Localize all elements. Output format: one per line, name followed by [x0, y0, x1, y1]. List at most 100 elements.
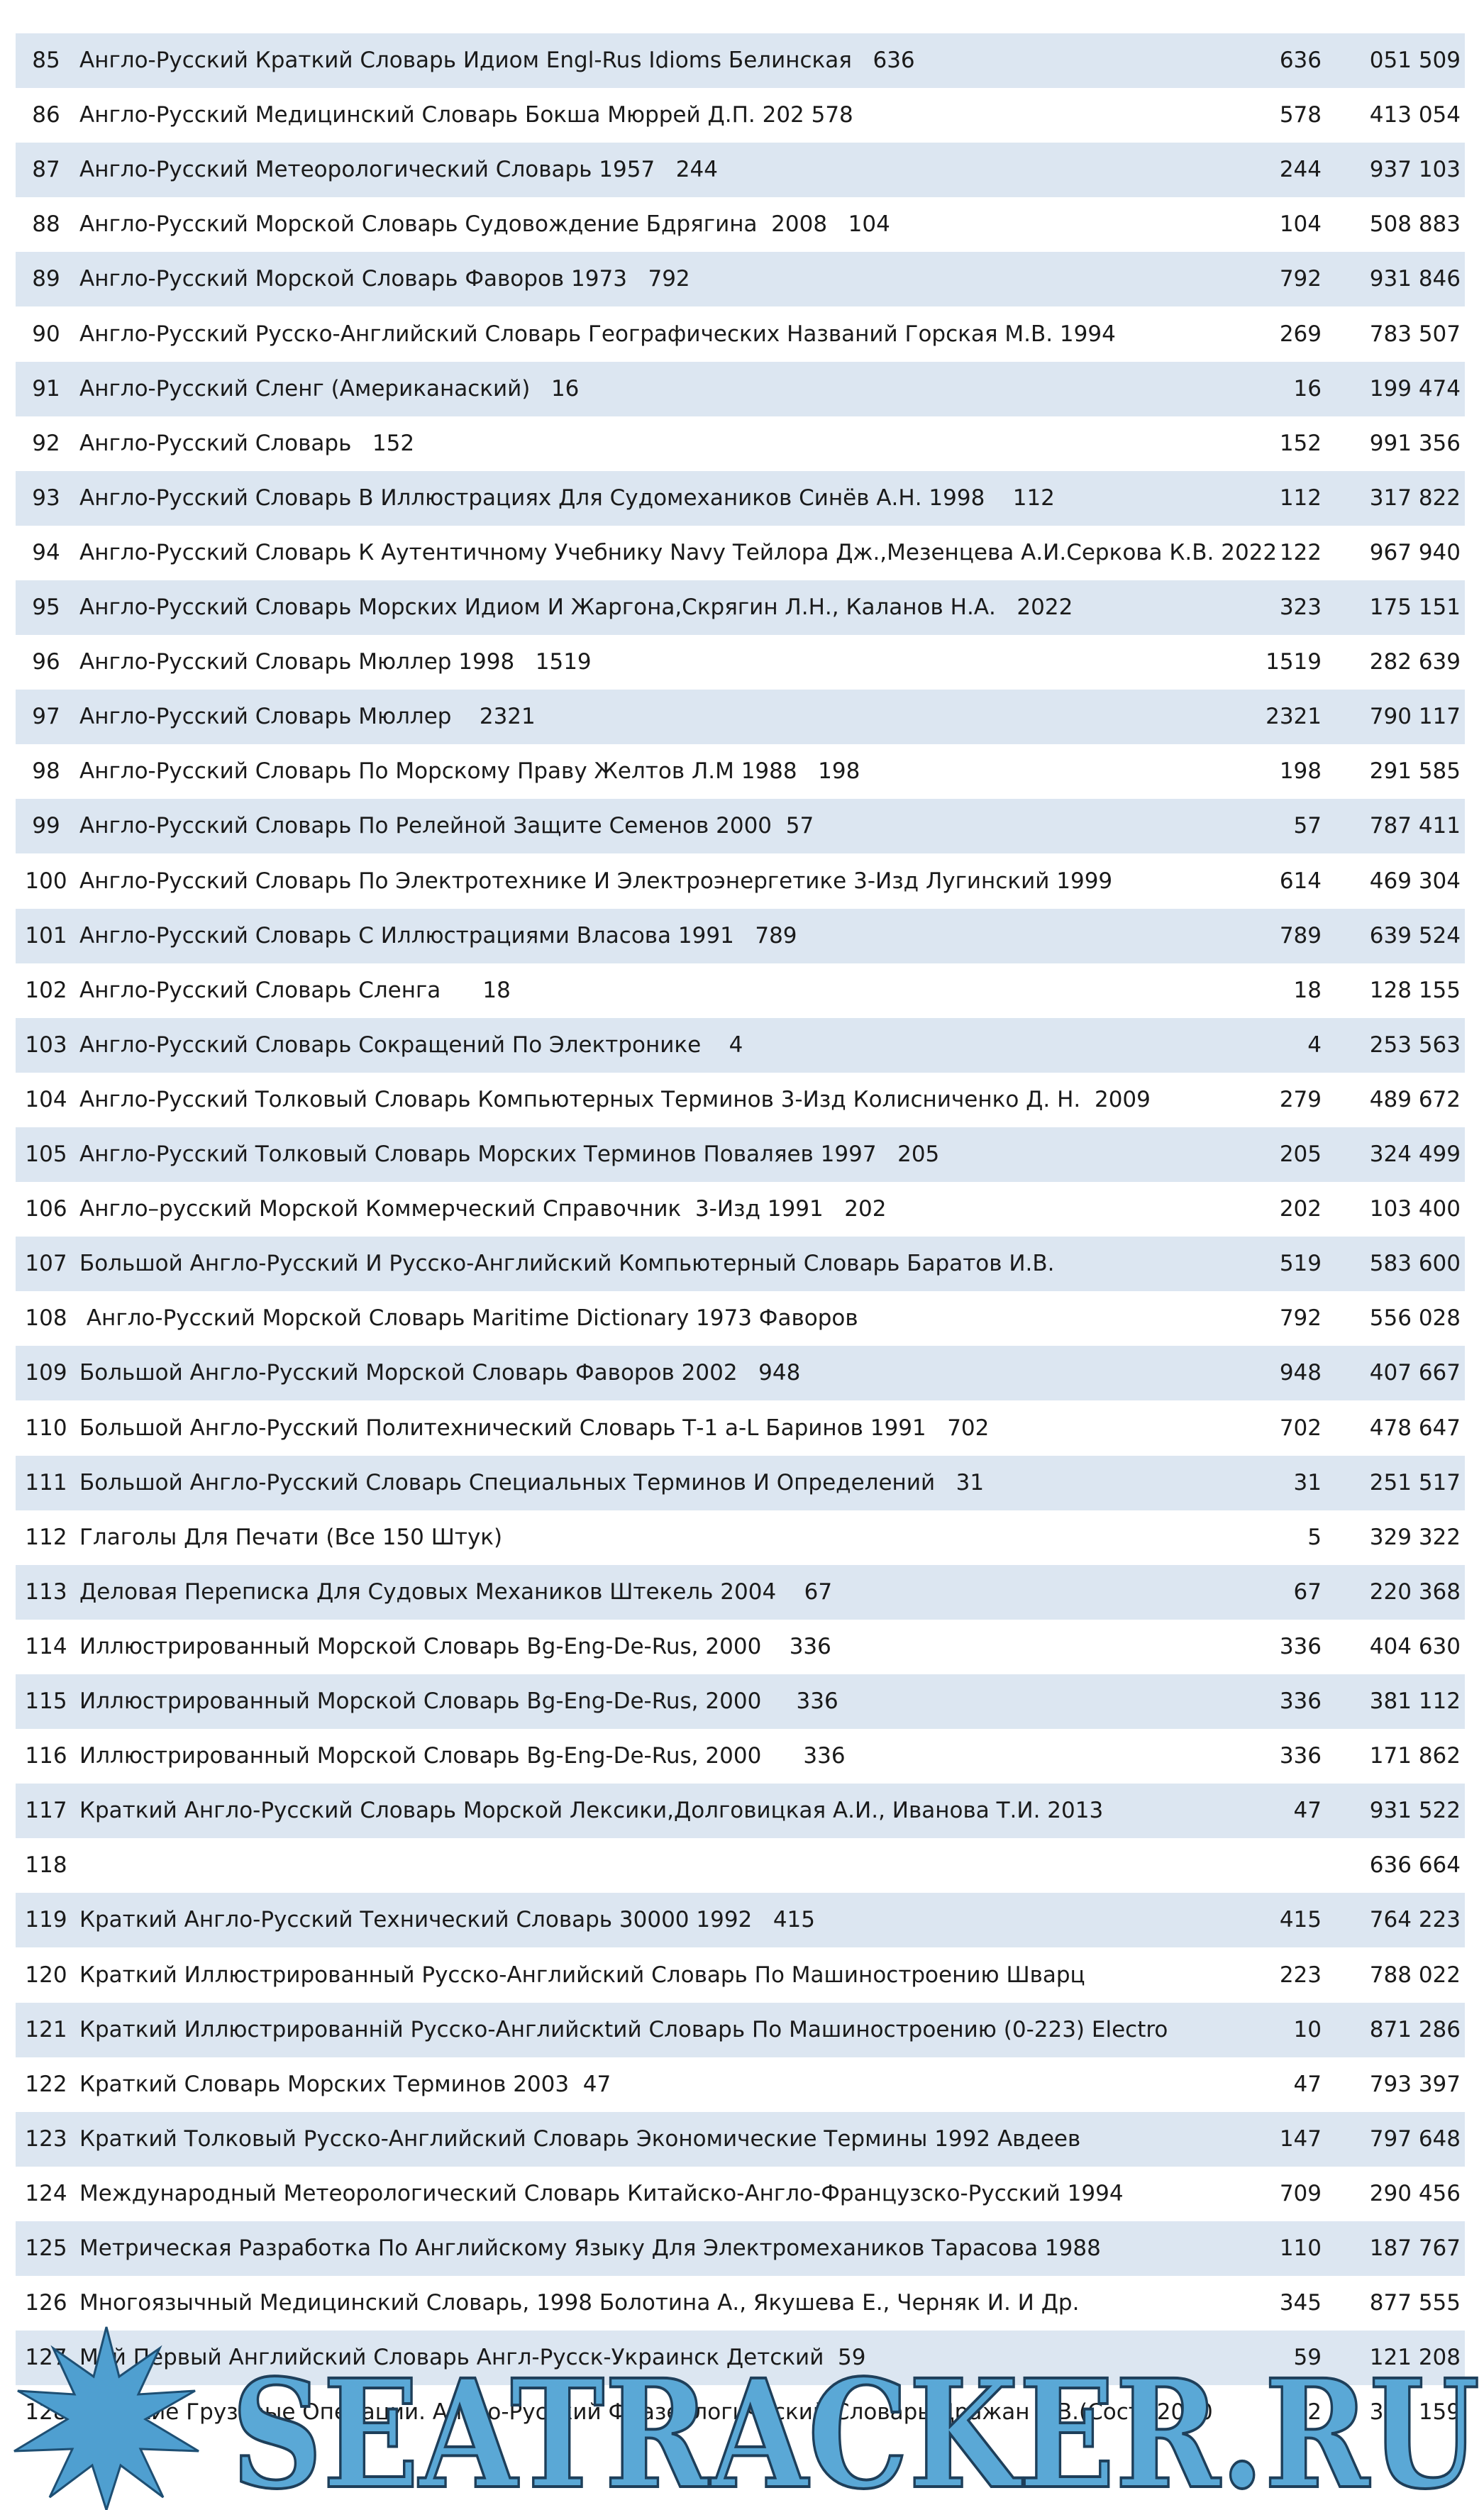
page-count: 4: [1307, 1032, 1322, 1058]
page-count: 31: [1293, 1469, 1322, 1496]
table-row: 116 Иллюстрированный Морской Словарь Bg-E…: [16, 1729, 1465, 1784]
row-number: 101: [25, 922, 67, 949]
watermark-text: SEATRACKER.RU: [231, 2347, 1480, 2510]
row-number: 126: [25, 2290, 67, 2316]
page-count: 223: [1279, 1962, 1322, 1988]
amount: 783 507: [1369, 321, 1461, 347]
page-count: 792: [1279, 266, 1322, 292]
page-count: 345: [1279, 2290, 1322, 2316]
row-number: 98: [32, 758, 60, 785]
book-title: Англо–русский Морской Коммерческий Справ…: [79, 1196, 887, 1222]
book-title: Англо-Русский Сленг (Американаский) 16: [79, 375, 580, 402]
book-title: Англо-Русский Краткий Словарь Идиом Engl…: [79, 48, 915, 73]
row-number: 107: [25, 1251, 67, 1277]
row-number: 109: [25, 1360, 67, 1386]
amount: 381 112: [1369, 1688, 1461, 1714]
book-title: Краткий Словарь Морских Терминов 2003 47: [79, 2071, 611, 2097]
book-title: Деловая Переписка Для Судовых Механиков …: [79, 1579, 833, 1605]
row-number: 87: [32, 157, 60, 183]
amount: 103 400: [1369, 1196, 1461, 1222]
page-count: 16: [1293, 375, 1322, 402]
page-count: 5: [1307, 1524, 1322, 1550]
amount: 469 304: [1369, 868, 1461, 894]
table-row: 122 Краткий Словарь Морских Терминов 2003…: [16, 2057, 1465, 2112]
row-number: 115: [25, 1688, 67, 1714]
book-title: Англо-Русский Морской Словарь Фаворов 19…: [79, 266, 690, 292]
table-row: 100 Англо-Русский Словарь По Электротехни…: [16, 854, 1465, 909]
row-number: 106: [25, 1196, 67, 1222]
amount: 871 286: [1369, 2016, 1461, 2042]
table-row: 90 Англо-Русский Русско-Английский Словар…: [16, 307, 1465, 362]
book-title: Краткий Иллюстрированный Русско-Английск…: [79, 1962, 1085, 1988]
book-title: Англо-Русский Толковый Словарь Морских Т…: [79, 1141, 940, 1167]
table-row: 113 Деловая Переписка Для Судовых Механик…: [16, 1564, 1465, 1620]
amount: 478 647: [1369, 1415, 1461, 1441]
page-count: 57: [1293, 813, 1322, 839]
page-count: 614: [1279, 868, 1322, 894]
book-title: Англо-Русский Морской Словарь Maritime D…: [79, 1305, 858, 1332]
row-number: 118: [25, 1852, 67, 1879]
row-number: 119: [25, 1907, 67, 1933]
row-number: 108: [25, 1305, 67, 1332]
page-count: 709: [1279, 2180, 1322, 2206]
row-number: 104: [25, 1086, 67, 1112]
amount: 790 117: [1369, 704, 1461, 730]
book-title: Англо-Русский Словарь Мюллер 1998 1519: [79, 649, 592, 675]
table-row: 119 Краткий Англо-Русский Технический Сло…: [16, 1893, 1465, 1948]
table-row: 102 Англо-Русский Словарь Сленга 18 18 128 …: [16, 963, 1465, 1018]
amount: 937 103: [1369, 157, 1461, 183]
table-row: 85 Англо-Русский Краткий Словарь Идиом En…: [16, 33, 1465, 88]
amount: 317 822: [1369, 485, 1461, 511]
book-title: Большой Англо-Русский Морской Словарь Фа…: [79, 1360, 801, 1386]
page-count: 202: [1279, 1196, 1322, 1222]
row-number: 112: [25, 1524, 67, 1550]
page-count: 47: [1293, 2071, 1322, 2097]
book-title: Большой Англо-Русский Политехнический Сл…: [79, 1415, 990, 1441]
book-title: Англо-Русский Медицинский Словарь Бокша …: [79, 102, 853, 128]
table-row: 121 Краткий Иллюстрированнiй Русско-Англи…: [16, 2002, 1465, 2057]
book-title: Краткий Иллюстрированнiй Русско-Английск…: [79, 2016, 1168, 2042]
table-row: 114 Иллюстрированный Морской Словарь Bg-E…: [16, 1620, 1465, 1674]
amount: 764 223: [1369, 1907, 1461, 1933]
amount: 329 322: [1369, 1524, 1461, 1550]
table-row: 98 Англо-Русский Словарь По Морскому Прав…: [16, 744, 1465, 799]
amount: 787 411: [1369, 813, 1461, 839]
table-row: 111 Большой Англо-Русский Словарь Специал…: [16, 1455, 1465, 1510]
row-number: 114: [25, 1633, 67, 1659]
table-row: 118 636 664: [16, 1838, 1465, 1893]
row-number: 105: [25, 1141, 67, 1167]
amount: 793 397: [1369, 2071, 1461, 2097]
row-number: 124: [25, 2180, 67, 2206]
page-count: 47: [1293, 1798, 1322, 1824]
amount: 171 862: [1369, 1743, 1461, 1769]
amount: 404 630: [1369, 1633, 1461, 1659]
amount: 788 022: [1369, 1962, 1461, 1988]
row-number: 102: [25, 977, 67, 1003]
row-number: 88: [32, 211, 60, 238]
book-title: Краткий Англо-Русский Словарь Морской Ле…: [79, 1798, 1104, 1824]
book-title: Англо-Русский Словарь С Иллюстрациями Вл…: [79, 922, 797, 949]
book-title: Иллюстрированный Морской Словарь Bg-Eng-…: [79, 1743, 846, 1769]
page-count: 22: [1293, 2399, 1322, 2426]
table-row: 110 Большой Англо-Русский Политехнический…: [16, 1401, 1465, 1456]
amount: 187 767: [1369, 2235, 1461, 2261]
page-count: 122: [1279, 539, 1322, 565]
row-number: 92: [32, 430, 60, 456]
row-number: 93: [32, 485, 60, 511]
book-title: Англо-Русский Словарь По Морскому Праву …: [79, 758, 860, 785]
row-number: 113: [25, 1579, 67, 1605]
table-row: 95 Англо-Русский Словарь Морских Идиом И …: [16, 580, 1465, 635]
page-count: 59: [1293, 2345, 1322, 2371]
amount: 877 555: [1369, 2290, 1461, 2316]
watermark-logo: [13, 2326, 199, 2510]
book-title: Англо-Русский Толковый Словарь Компьютер…: [79, 1086, 1151, 1112]
page-count: 636: [1279, 48, 1322, 73]
book-title: Краткий Англо-Русский Технический Словар…: [79, 1907, 816, 1933]
book-title: Большой Англо-Русский И Русско-Английски…: [79, 1251, 1055, 1277]
table-row: 99 Англо-Русский Словарь По Релейной Защи…: [16, 799, 1465, 854]
page-count: 578: [1279, 102, 1322, 128]
table-row: 108 Англо-Русский Морской Словарь Mariti…: [16, 1291, 1465, 1346]
table-row: 106 Англо–русский Морской Коммерческий Сп…: [16, 1182, 1465, 1237]
table-row: 128 Морские Грузовые Операции. Англо-Русс…: [16, 2385, 1465, 2440]
